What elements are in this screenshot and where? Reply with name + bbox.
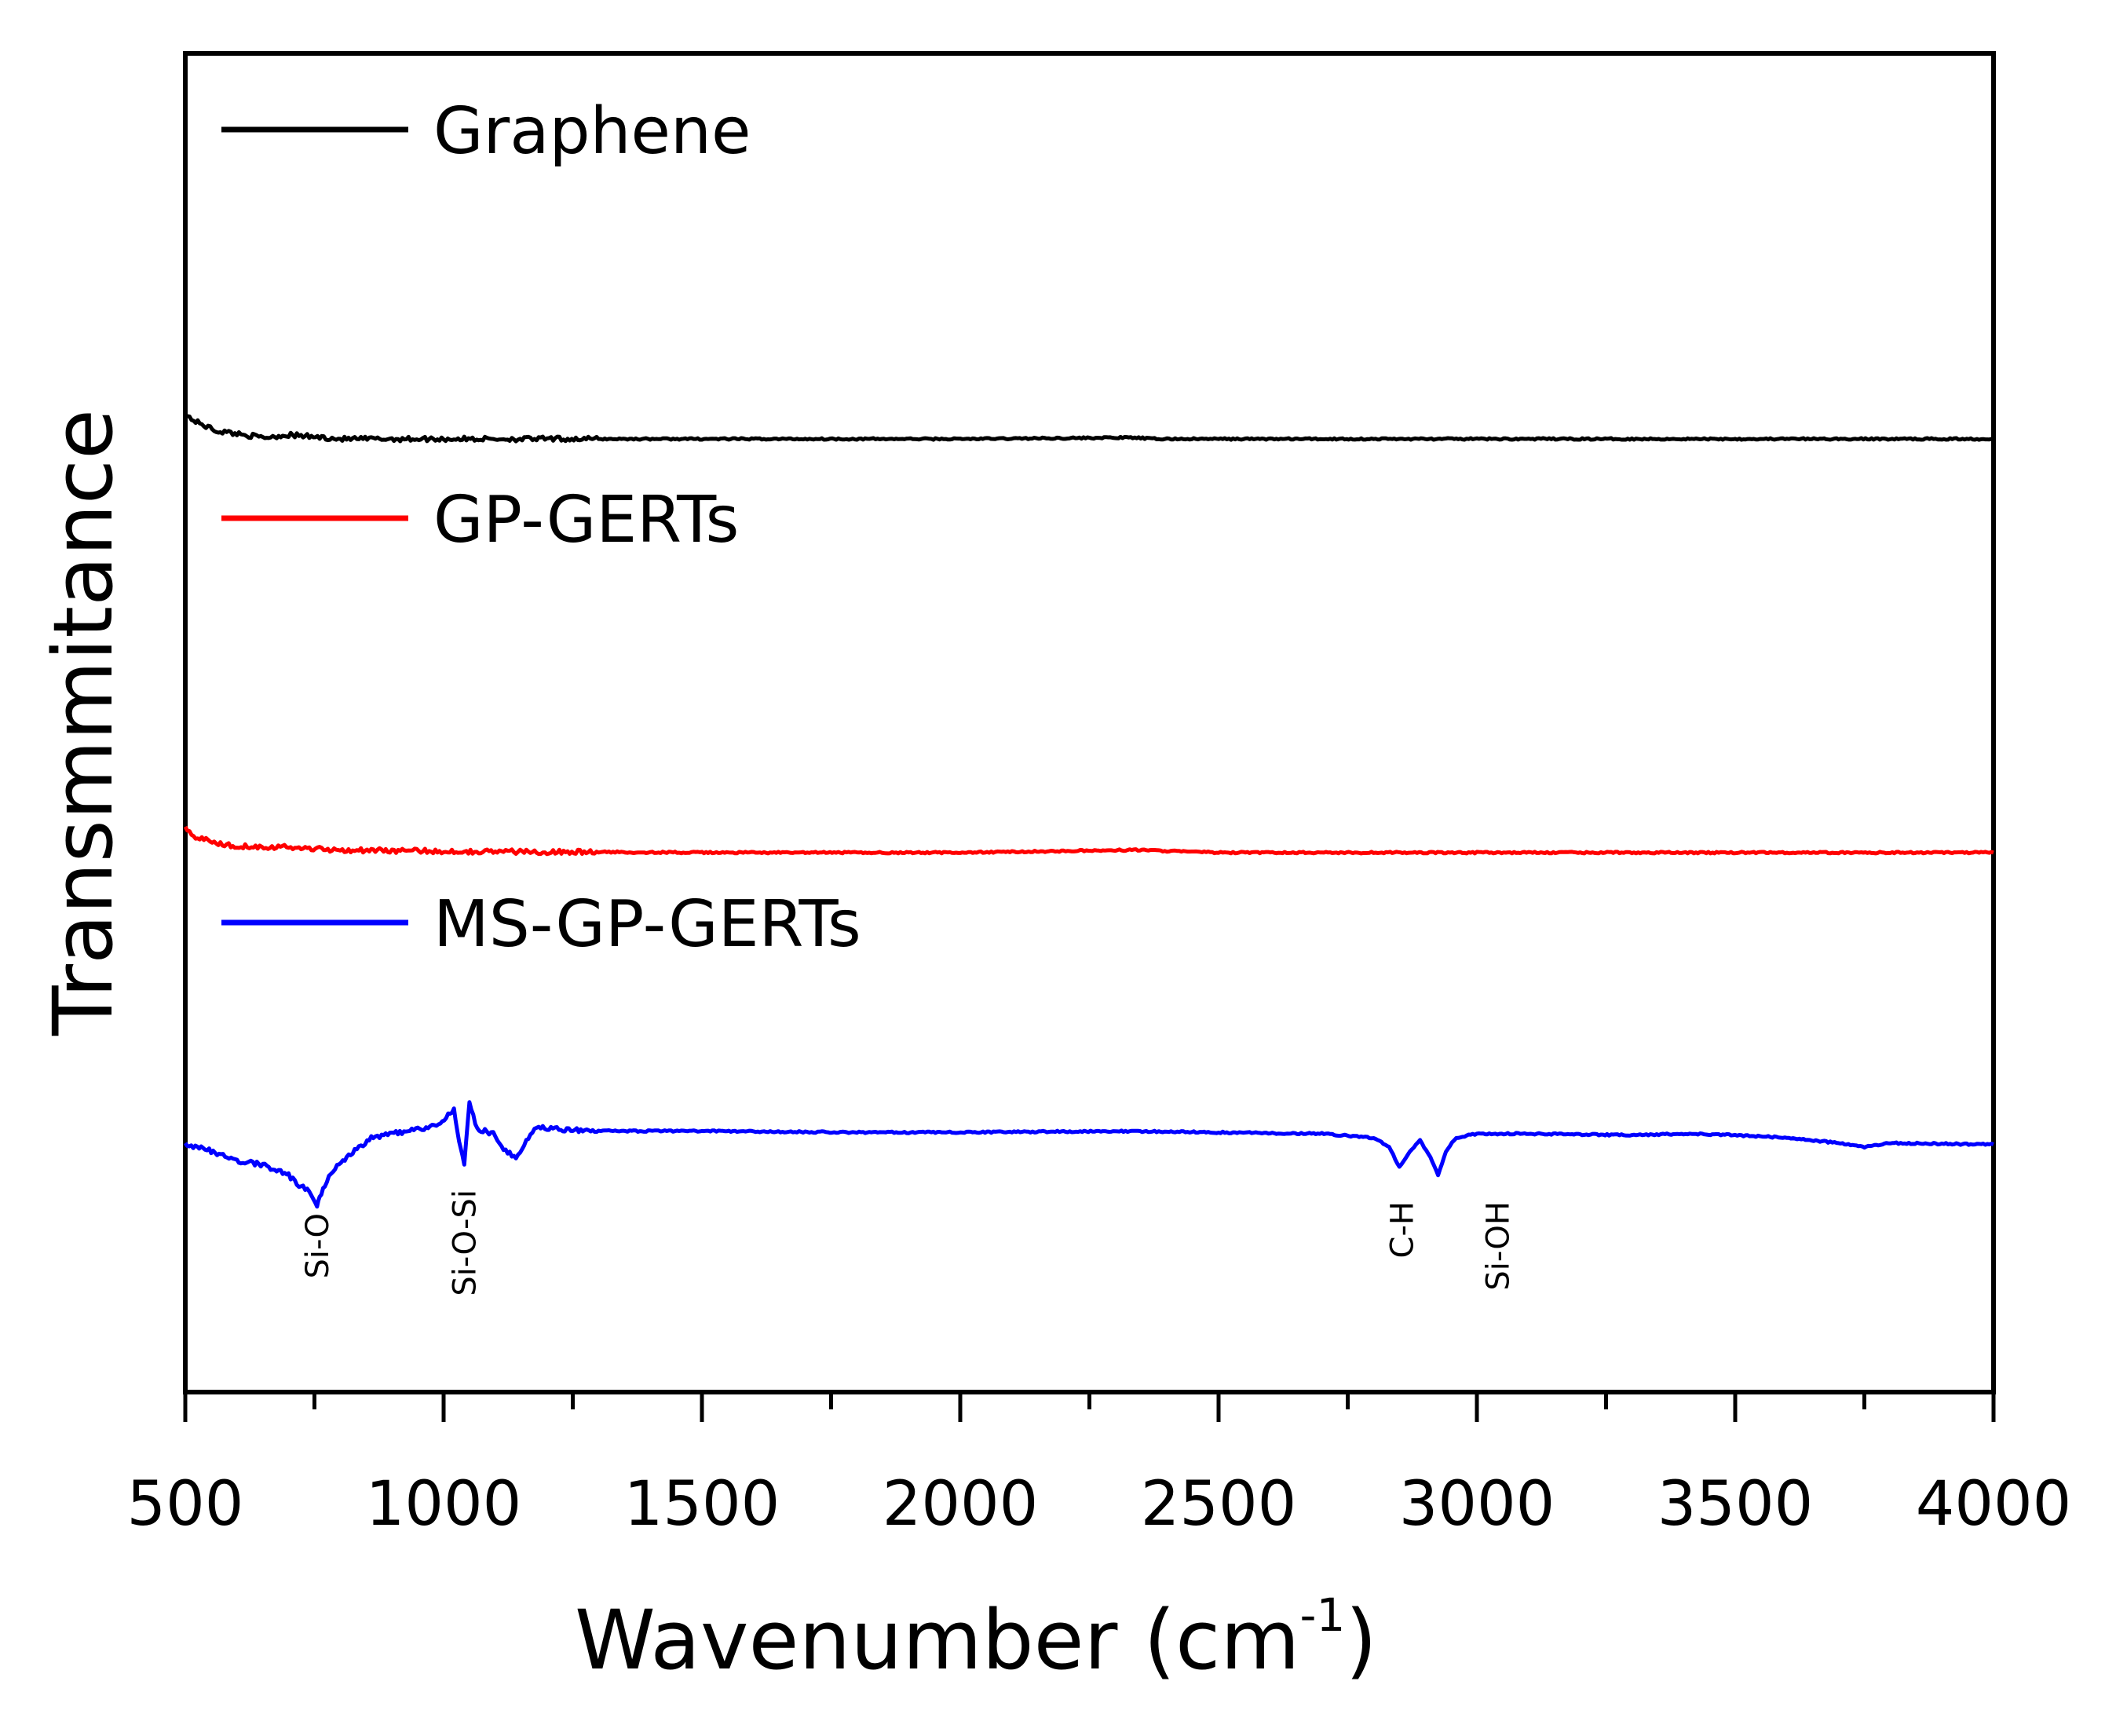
x-tick-label: 500: [127, 1469, 244, 1540]
legend-label-graphene: Graphene: [433, 94, 751, 169]
annotation-c-h: C-H: [1385, 1201, 1421, 1258]
annotation-si-o: Si-O: [300, 1213, 336, 1279]
series-line-graphene: [184, 414, 1994, 444]
x-tick-label: 1500: [624, 1469, 780, 1540]
series-line-gp-gerts: [183, 825, 1994, 857]
annotation-si-o-si: Si-O-Si: [447, 1190, 483, 1296]
series-lines: [183, 414, 1994, 1209]
x-tick-label: 1000: [366, 1469, 522, 1540]
legend-label-gp-gerts: GP-GERTs: [433, 483, 739, 557]
x-tick-label: 3000: [1399, 1469, 1555, 1540]
x-axis-title: Wavenumber (cm-1): [575, 1588, 1377, 1688]
x-axis-title-main: Wavenumber (cm: [575, 1592, 1299, 1688]
x-tick-label: 3500: [1657, 1469, 1814, 1540]
x-axis-ticks: [183, 1392, 1996, 1422]
y-axis-title: Transmmitance: [35, 409, 131, 1036]
x-tick-label: 4000: [1916, 1469, 2072, 1540]
x-axis-title-close: ): [1345, 1592, 1377, 1688]
annotation-si-oh: Si-OH: [1480, 1201, 1516, 1291]
x-tick-label: 2500: [1141, 1469, 1297, 1540]
x-axis-tick-labels: 500 1000 1500 2000 2500 3000 3500 4000: [127, 1469, 2072, 1540]
legend-label-ms-gp-gerts: MS-GP-GERTs: [433, 887, 861, 962]
series-line-ms-gp-gerts: [183, 1100, 1994, 1209]
x-tick-label: 2000: [883, 1469, 1039, 1540]
x-axis-title-superscript: -1: [1300, 1588, 1346, 1642]
legend: Graphene GP-GERTs MS-GP-GERTs: [221, 94, 861, 962]
peak-annotations: Si-O Si-O-Si C-H Si-OH: [300, 1190, 1517, 1296]
